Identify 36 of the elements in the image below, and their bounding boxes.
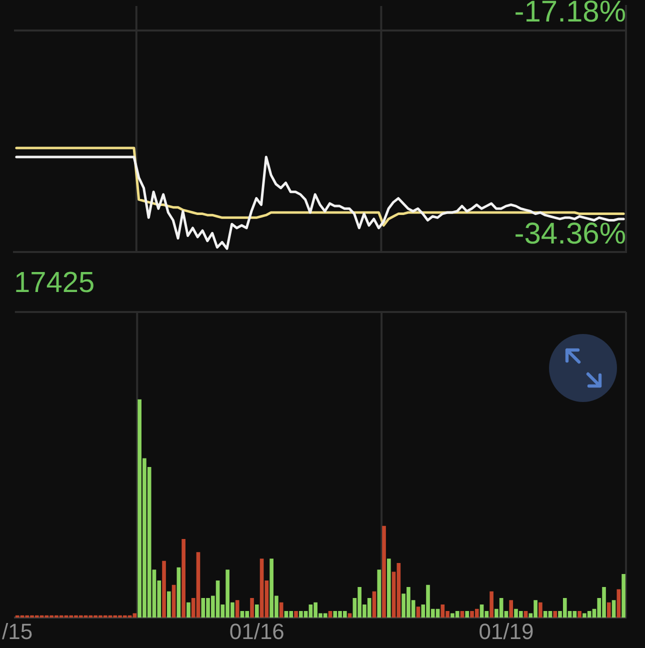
bar [509,600,514,618]
bar [386,558,391,618]
bar [377,570,382,618]
bar [250,598,254,618]
x-tick-label: 01/16 [229,618,284,644]
bar [606,602,611,618]
bar [616,589,621,618]
bar [348,613,352,618]
y-tick-label: -34.36% [514,217,626,250]
bar [465,611,470,618]
bar [176,567,181,618]
bar [166,591,171,618]
bar [553,611,558,618]
bar [490,591,494,618]
bar [460,611,464,618]
bar [182,539,186,618]
chart-title: 17425 [14,266,95,300]
bar [328,611,332,618]
bar [538,602,542,618]
bar [622,574,626,618]
bar [416,606,420,618]
bar [372,591,376,618]
bar [279,602,284,618]
bar [382,526,386,618]
bar [186,602,190,618]
bar [162,560,166,618]
y-tick-label: -17.18% [514,0,626,29]
bar [172,584,176,618]
bar [235,600,240,618]
bar [612,600,616,618]
bar [578,611,582,618]
bar [254,604,259,618]
bar [524,611,528,618]
x-tick-label: 01/19 [478,618,534,644]
x-tick-label: /15 [2,618,33,644]
bar [294,611,298,618]
